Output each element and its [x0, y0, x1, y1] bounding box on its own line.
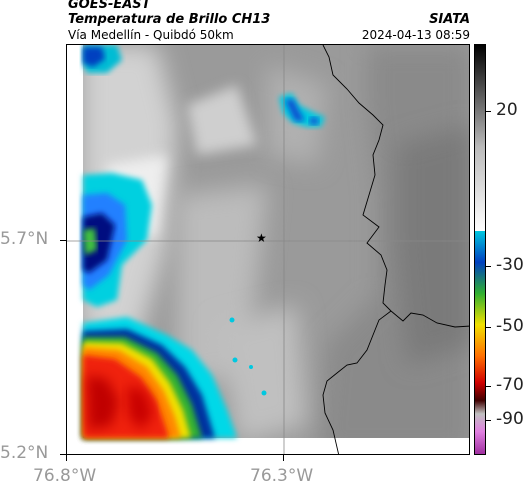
colorbar-tick-5 [486, 420, 491, 421]
colorbar-label-4: -70 [496, 375, 524, 395]
colorbar-tick-3 [486, 327, 491, 328]
lon-label-2: 76.3°W [250, 466, 314, 486]
timestamp: 2024-04-13 08:59 [361, 28, 470, 42]
map-canvas [67, 45, 469, 454]
lon-tick-2 [283, 455, 284, 461]
lat-tick-1 [60, 240, 66, 241]
colorbar-label-2: -30 [496, 255, 524, 275]
lat-label-2: 5.2°N [0, 443, 49, 463]
colorbar [474, 44, 486, 455]
colorbar-label-5: -90 [496, 409, 524, 429]
star-icon: ★ [256, 231, 267, 245]
lon-tick-1 [66, 455, 67, 461]
colorbar-label-3: -50 [496, 316, 524, 336]
colorbar-tick-2 [486, 266, 491, 267]
lon-label-1: 76.8°W [33, 466, 97, 486]
title-region: Vía Medellín - Quibdó 50km [68, 28, 234, 42]
title-product: Temperatura de Brillo CH13 [68, 12, 271, 27]
colorbar-tick-1 [486, 111, 491, 112]
colorbar-tick-4 [486, 386, 491, 387]
agency-label: SIATA [429, 12, 470, 27]
lat-label-1: 5.7°N [0, 229, 49, 249]
colorbar-label-1: 20 [496, 100, 518, 120]
satellite-map[interactable]: ★ [66, 44, 470, 455]
title-satellite: GOES-EAST [68, 0, 151, 12]
lat-tick-2 [60, 454, 66, 455]
